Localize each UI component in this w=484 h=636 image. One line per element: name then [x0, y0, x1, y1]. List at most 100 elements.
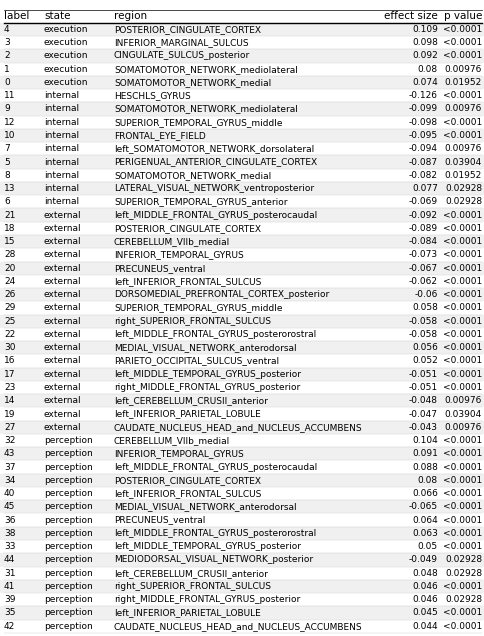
Text: external: external: [44, 290, 82, 299]
Text: execution: execution: [44, 78, 89, 87]
Text: external: external: [44, 396, 82, 405]
Text: <0.0001: <0.0001: [443, 38, 482, 47]
Bar: [0, 593, 484, 606]
Text: -0.06: -0.06: [415, 290, 438, 299]
Text: 19: 19: [4, 410, 15, 418]
Text: -0.062: -0.062: [409, 277, 438, 286]
Text: external: external: [44, 343, 82, 352]
Text: 0.03904: 0.03904: [445, 158, 482, 167]
Text: perception: perception: [44, 569, 93, 577]
Text: -0.051: -0.051: [409, 370, 438, 378]
Bar: [0, 527, 484, 540]
Text: 0.092: 0.092: [412, 52, 438, 60]
Text: left_MIDDLE_TEMPORAL_GYRUS_posterior: left_MIDDLE_TEMPORAL_GYRUS_posterior: [114, 370, 301, 378]
Text: 37: 37: [4, 462, 15, 471]
Text: 0.088: 0.088: [412, 462, 438, 471]
Text: -0.058: -0.058: [409, 317, 438, 326]
Bar: [0, 368, 484, 381]
Text: -0.095: -0.095: [409, 131, 438, 140]
Text: 0.00976: 0.00976: [445, 423, 482, 432]
Text: SUPERIOR_TEMPORAL_GYRUS_middle: SUPERIOR_TEMPORAL_GYRUS_middle: [114, 303, 283, 312]
Text: 21: 21: [4, 211, 15, 219]
Bar: [0, 540, 484, 553]
Bar: [0, 606, 484, 619]
Text: PARIETO_OCCIPITAL_SULCUS_ventral: PARIETO_OCCIPITAL_SULCUS_ventral: [114, 356, 279, 366]
Text: 0.045: 0.045: [412, 609, 438, 618]
Text: <0.0001: <0.0001: [443, 462, 482, 471]
Text: left_CEREBELLUM_CRUSII_anterior: left_CEREBELLUM_CRUSII_anterior: [114, 396, 268, 405]
Bar: [0, 222, 484, 235]
Bar: [0, 619, 484, 633]
Text: <0.0001: <0.0001: [443, 25, 482, 34]
Text: 5: 5: [4, 158, 10, 167]
Text: 20: 20: [4, 264, 15, 273]
Text: PRECUNEUS_ventral: PRECUNEUS_ventral: [114, 264, 205, 273]
Text: 18: 18: [4, 224, 15, 233]
Text: 35: 35: [4, 609, 15, 618]
Text: INFERIOR_MARGINAL_SULCUS: INFERIOR_MARGINAL_SULCUS: [114, 38, 249, 47]
Bar: [0, 195, 484, 209]
Text: 30: 30: [4, 343, 15, 352]
Text: 2: 2: [4, 52, 10, 60]
Text: -0.082: -0.082: [409, 171, 438, 180]
Text: INFERIOR_TEMPORAL_GYRUS: INFERIOR_TEMPORAL_GYRUS: [114, 449, 244, 459]
Text: left_SOMATOMOTOR_NETWORK_dorsolateral: left_SOMATOMOTOR_NETWORK_dorsolateral: [114, 144, 314, 153]
Text: 16: 16: [4, 356, 15, 366]
Bar: [0, 102, 484, 116]
Text: LATERAL_VISUAL_NETWORK_ventroposterior: LATERAL_VISUAL_NETWORK_ventroposterior: [114, 184, 314, 193]
Text: -0.069: -0.069: [409, 197, 438, 206]
Text: 44: 44: [4, 555, 15, 564]
Text: external: external: [44, 423, 82, 432]
Text: INFERIOR_TEMPORAL_GYRUS: INFERIOR_TEMPORAL_GYRUS: [114, 251, 244, 259]
Text: <0.0001: <0.0001: [443, 131, 482, 140]
Bar: [0, 76, 484, 89]
Text: <0.0001: <0.0001: [443, 91, 482, 100]
Text: 0.052: 0.052: [412, 356, 438, 366]
Text: MEDIODORSAL_VISUAL_NETWORK_posterior: MEDIODORSAL_VISUAL_NETWORK_posterior: [114, 555, 313, 564]
Text: execution: execution: [44, 25, 89, 34]
Text: perception: perception: [44, 462, 93, 471]
Text: 0.01952: 0.01952: [445, 171, 482, 180]
Bar: [0, 394, 484, 408]
Text: region: region: [114, 11, 147, 21]
Text: right_MIDDLE_FRONTAL_GYRUS_posterior: right_MIDDLE_FRONTAL_GYRUS_posterior: [114, 595, 300, 604]
Text: <0.0001: <0.0001: [443, 383, 482, 392]
Text: external: external: [44, 356, 82, 366]
Text: <0.0001: <0.0001: [443, 489, 482, 498]
Text: 0.098: 0.098: [412, 38, 438, 47]
Text: -0.126: -0.126: [409, 91, 438, 100]
Text: 0.063: 0.063: [412, 529, 438, 538]
Text: 45: 45: [4, 502, 15, 511]
Text: internal: internal: [44, 184, 79, 193]
Text: <0.0001: <0.0001: [443, 290, 482, 299]
Text: <0.0001: <0.0001: [443, 542, 482, 551]
Text: <0.0001: <0.0001: [443, 356, 482, 366]
Text: 0.08: 0.08: [418, 65, 438, 74]
Text: -0.043: -0.043: [409, 423, 438, 432]
Text: SOMATOMOTOR_NETWORK_medial: SOMATOMOTOR_NETWORK_medial: [114, 78, 271, 87]
Text: p value: p value: [444, 11, 482, 21]
Text: state: state: [44, 11, 71, 21]
Text: perception: perception: [44, 449, 93, 459]
Bar: [0, 142, 484, 155]
Text: 0.00976: 0.00976: [445, 65, 482, 74]
Bar: [0, 354, 484, 368]
Text: internal: internal: [44, 144, 79, 153]
Text: MEDIAL_VISUAL_NETWORK_anterodorsal: MEDIAL_VISUAL_NETWORK_anterodorsal: [114, 502, 297, 511]
Bar: [0, 460, 484, 474]
Text: -0.067: -0.067: [409, 264, 438, 273]
Text: PERIGENUAL_ANTERIOR_CINGULATE_CORTEX: PERIGENUAL_ANTERIOR_CINGULATE_CORTEX: [114, 158, 317, 167]
Bar: [0, 23, 484, 36]
Text: execution: execution: [44, 38, 89, 47]
Text: 0.104: 0.104: [412, 436, 438, 445]
Text: <0.0001: <0.0001: [443, 118, 482, 127]
Text: left_INFERIOR_PARIETAL_LOBULE: left_INFERIOR_PARIETAL_LOBULE: [114, 410, 261, 418]
Text: <0.0001: <0.0001: [443, 529, 482, 538]
Text: external: external: [44, 237, 82, 246]
Text: 0.02928: 0.02928: [445, 569, 482, 577]
Text: left_MIDDLE_TEMPORAL_GYRUS_posterior: left_MIDDLE_TEMPORAL_GYRUS_posterior: [114, 542, 301, 551]
Bar: [0, 301, 484, 315]
Text: 0: 0: [4, 78, 10, 87]
Bar: [0, 567, 484, 580]
Text: <0.0001: <0.0001: [443, 251, 482, 259]
